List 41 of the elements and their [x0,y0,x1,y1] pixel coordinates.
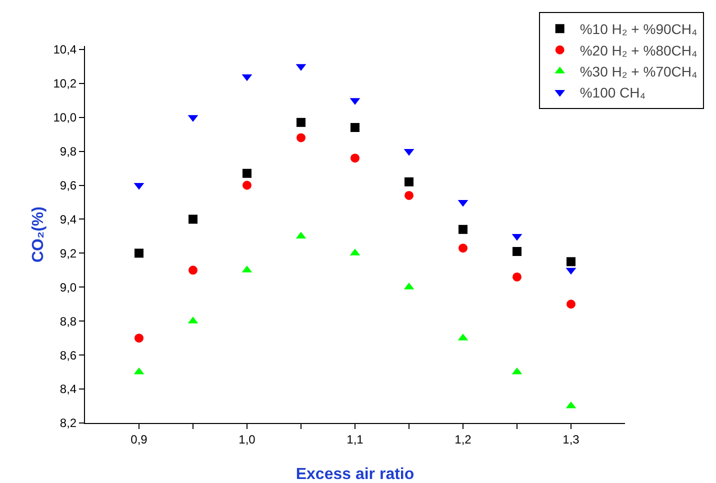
x-tick-label: 1,2 [454,432,472,446]
legend-label: %30 H₂ + %70CH₄ [580,64,698,80]
x-axis-title: Excess air ratio [296,466,414,483]
x-tick-label: 1,1 [346,432,364,446]
x-tick-label: 1,0 [238,432,256,446]
y-tick-label: 10,4 [53,42,77,57]
y-tick-label: 8,6 [60,348,77,362]
legend-label: %100 CH₄ [580,84,646,101]
y-tick-label: 9,8 [60,144,77,158]
y-tick-label: 10,2 [53,76,77,91]
point [134,334,144,343]
point [458,244,468,253]
x-tick-label: 0,9 [130,432,148,446]
y-tick-label: 8,4 [60,382,77,396]
legend-label: %20 H₂ + %80CH₄ [580,42,698,58]
point [566,257,576,266]
y-tick-label: 8,8 [60,314,77,328]
y-tick-label: 10,0 [53,110,77,125]
y-tick-label: 9,2 [60,246,77,260]
point [404,177,414,186]
point [350,123,360,132]
y-tick-label: 9,4 [60,212,77,226]
point [566,300,576,309]
point [134,248,144,258]
point [350,154,360,163]
point [458,224,468,234]
y-tick-label: 9,6 [60,178,77,192]
x-tick-label: 1,3 [562,432,580,446]
point [296,118,306,127]
y-axis-title: CO₂(%) [30,206,47,262]
legend-label: %10 H₂ + %90CH₄ [580,21,698,38]
point [242,168,252,178]
point [296,133,306,142]
point [242,180,252,190]
point [404,190,414,200]
y-tick-label: 8,2 [60,416,77,430]
point [188,266,198,275]
point [512,272,522,282]
y-tick-label: 9,0 [60,280,77,294]
point [188,214,198,224]
point [512,246,522,256]
